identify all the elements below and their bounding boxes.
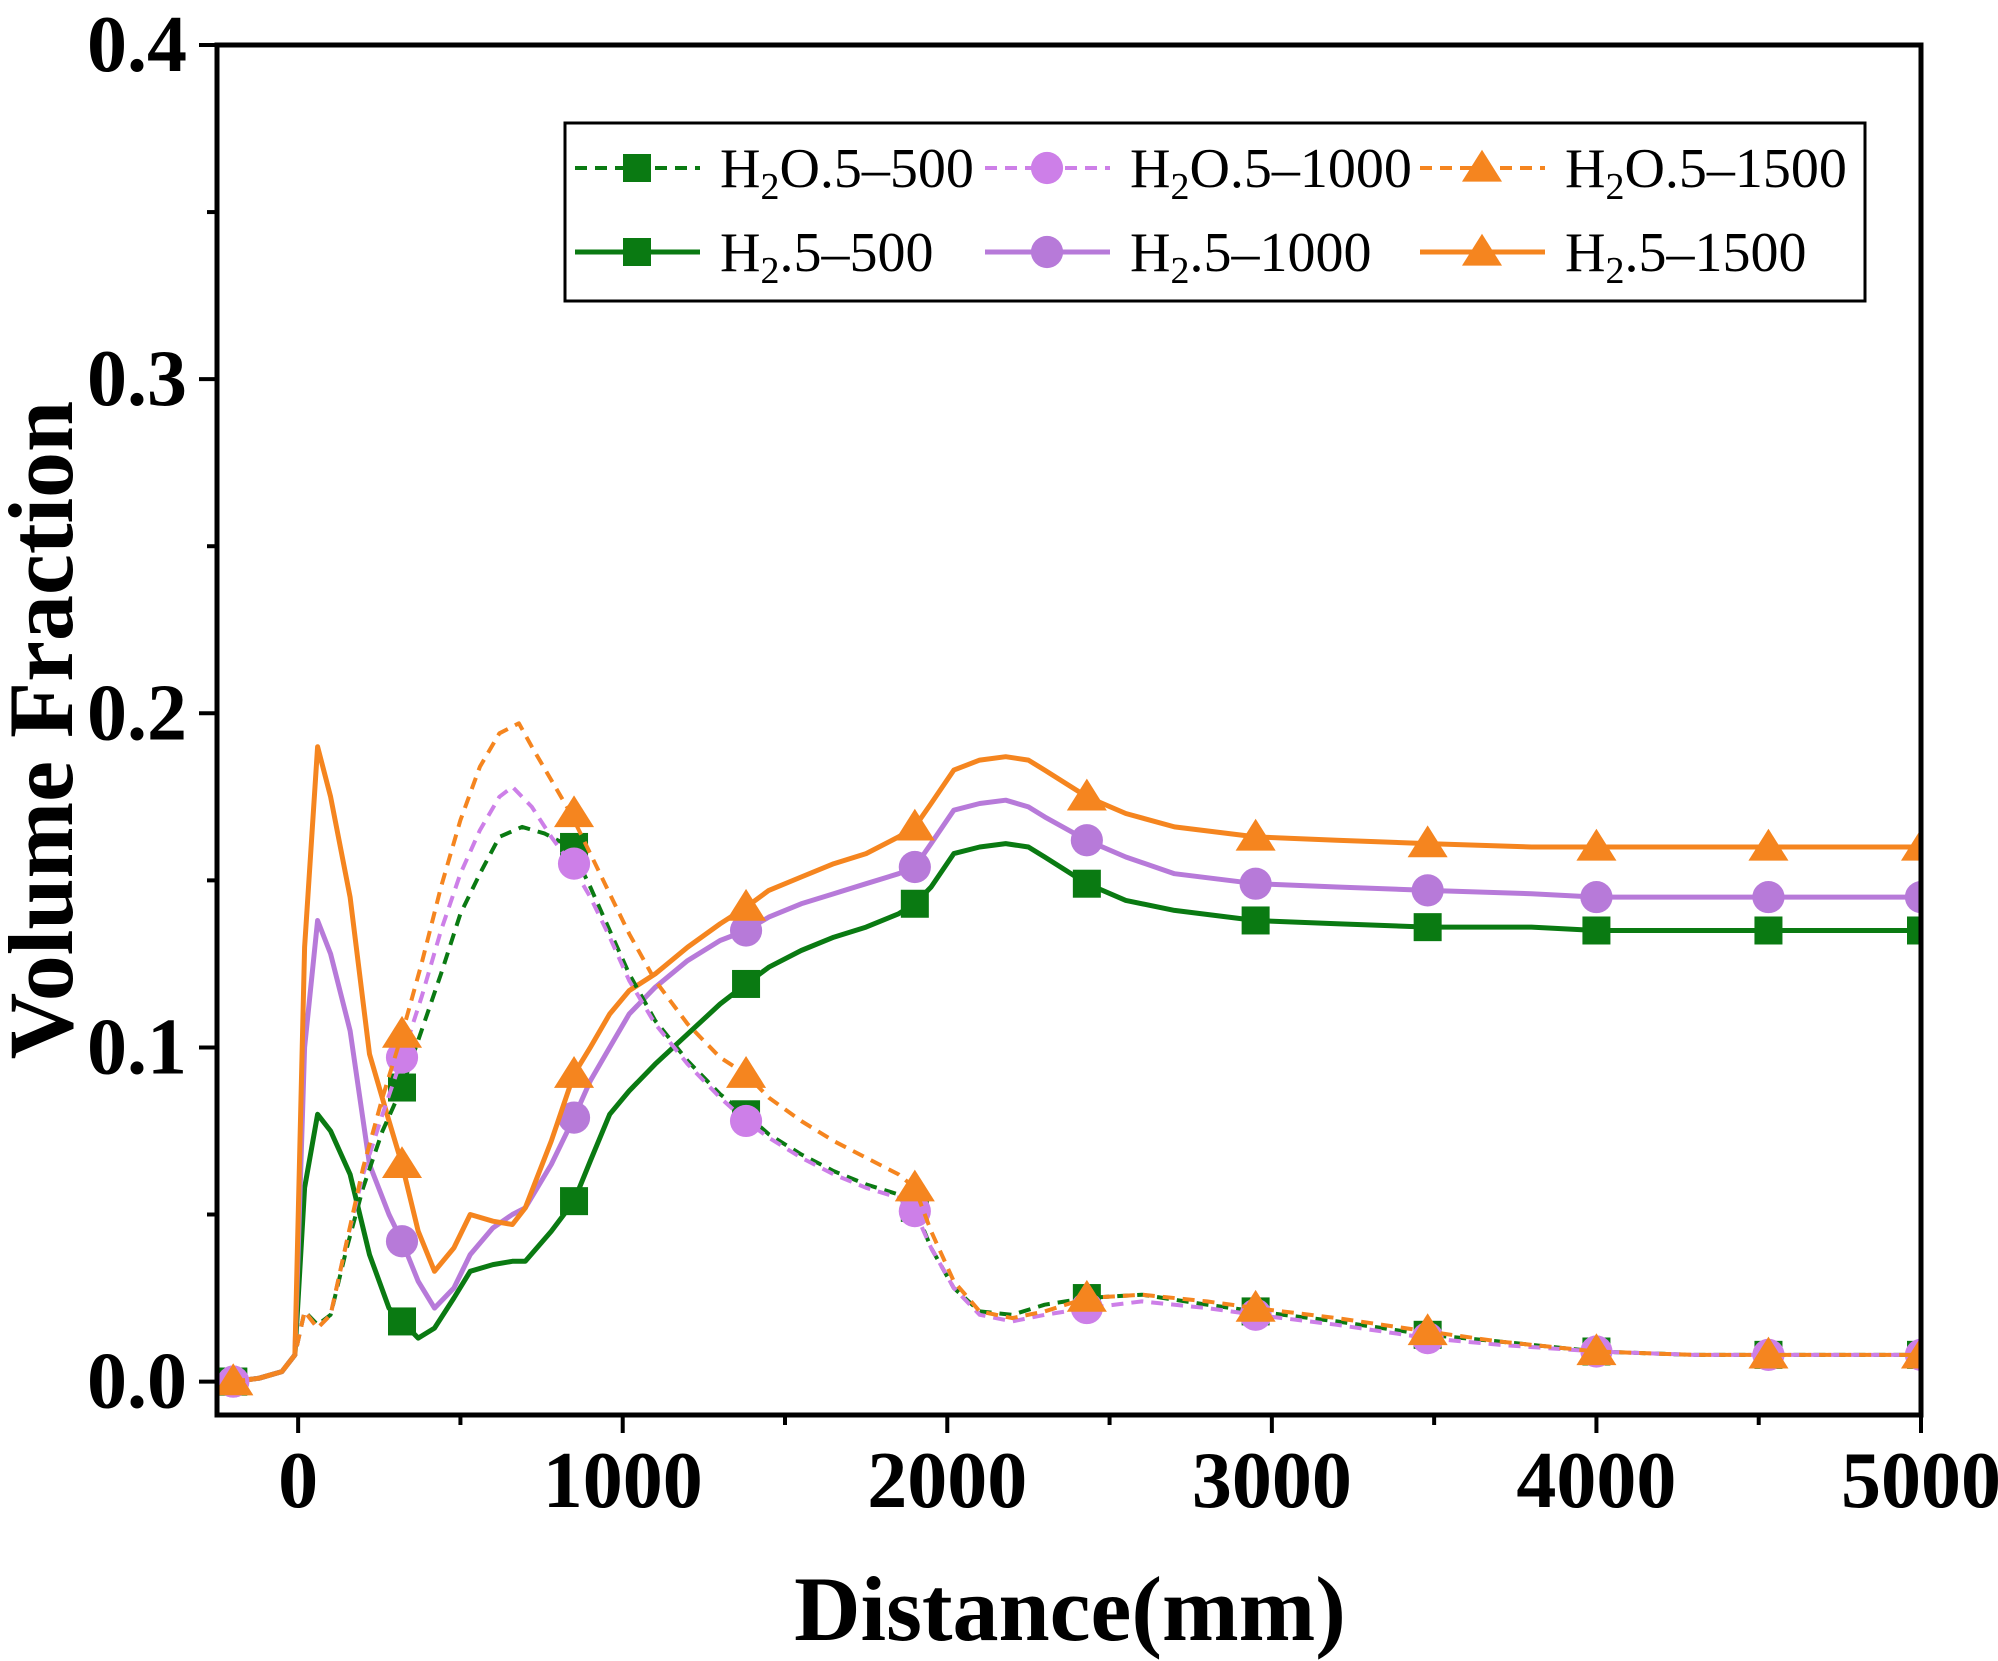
data-point (1235, 1289, 1276, 1322)
data-point (560, 1187, 589, 1216)
series-H2O.5-1500 (217, 721, 1921, 1396)
data-point (1241, 906, 1270, 935)
legend-label: H2.5–1000 (1130, 222, 1371, 292)
data-point (557, 1101, 591, 1134)
data-point (217, 1363, 254, 1396)
data-point (900, 889, 929, 918)
x-tick-label: 0 (278, 1437, 318, 1525)
y-axis-title: Volume Fraction (0, 401, 92, 1059)
data-point (894, 808, 935, 841)
legend-label: H2O.5–500 (720, 138, 974, 208)
data-point (554, 795, 595, 828)
x-tick-label: 5000 (1841, 1437, 1998, 1525)
legend-item-H2.5-1500: H2.5–1500 (1420, 222, 1806, 292)
data-point (729, 914, 763, 947)
data-point (1580, 880, 1613, 914)
series-H2.5-500 (219, 841, 1921, 1396)
data-point (1576, 1333, 1617, 1366)
series-line (232, 841, 1921, 1385)
data-point (726, 1055, 767, 1088)
x-tick-label: 3000 (1192, 1437, 1352, 1525)
data-point (1239, 867, 1272, 900)
data-point (1576, 828, 1617, 861)
legend-label: H2O.5–1500 (1565, 138, 1847, 208)
data-point (732, 969, 761, 998)
data-point (385, 1225, 419, 1258)
data-point (1407, 825, 1448, 858)
legend-marker (623, 154, 651, 182)
legend-marker (1461, 149, 1503, 182)
data-point (381, 1146, 423, 1179)
data-point (1070, 824, 1103, 857)
series-line (232, 784, 1921, 1384)
data-point (1900, 828, 1921, 861)
legend-item-H2O.5-1000: H2O.5–1000 (985, 138, 1412, 208)
data-point (381, 1015, 423, 1048)
data-point (554, 1055, 595, 1088)
data-point (1411, 874, 1444, 907)
legend: H2O.5–500 H2O.5–1000 H2O.5–1500 H2.5–500 H2.… (563, 121, 1867, 303)
legend-item-H2O.5-500: H2O.5–500 (575, 138, 974, 208)
data-point (1900, 1336, 1921, 1369)
data-point (1066, 778, 1107, 811)
data-point (729, 1104, 763, 1138)
legend-marker (1030, 235, 1064, 269)
data-point (894, 1169, 935, 1202)
data-point (1748, 1336, 1789, 1369)
series-line (232, 797, 1921, 1385)
y-tick-label: 0.4 (87, 1, 187, 89)
data-point (1072, 869, 1101, 898)
data-point (1754, 916, 1783, 945)
legend-marker (1030, 151, 1064, 185)
data-point (1235, 818, 1276, 851)
plot-frame (214, 42, 1924, 1418)
y-tick-label: 0.3 (87, 335, 187, 423)
data-point (557, 847, 591, 880)
series-line (232, 721, 1921, 1384)
data-point (898, 1195, 931, 1228)
x-tick-label: 1000 (543, 1437, 703, 1525)
data-point (1413, 913, 1442, 942)
legend-marker (1461, 233, 1503, 266)
x-tick-label: 2000 (867, 1437, 1027, 1525)
data-point (1407, 1313, 1448, 1346)
x-tick-label: 4000 (1516, 1437, 1676, 1525)
data-point (385, 1041, 419, 1074)
data-point (726, 888, 767, 921)
legend-marker (623, 238, 651, 266)
legend-label: H2.5–1500 (1565, 222, 1806, 292)
y-tick-label: 0.2 (87, 669, 187, 757)
legend-label: H2O.5–1000 (1130, 138, 1412, 208)
legend-item-H2.5-500: H2.5–500 (575, 222, 933, 292)
data-point (1904, 880, 1921, 914)
series-H2.5-1000 (217, 797, 1921, 1398)
axis-ticks: 0 1000 2000 3000 4000 5000 0.0 0.1 0.2 0.3 0.4 (87, 1, 1998, 1525)
legend-item-H2O.5-1500: H2O.5–1500 (1420, 138, 1847, 208)
y-tick-label: 0.1 (87, 1003, 187, 1091)
data-point (1066, 1279, 1107, 1312)
data-point (1748, 828, 1789, 861)
data-point (1907, 916, 1921, 945)
data-point (898, 850, 931, 884)
series-layer (217, 721, 1921, 1398)
x-axis-title: Distance(mm) (794, 1558, 1346, 1660)
plot-area (214, 42, 1924, 1418)
series-line (232, 744, 1921, 1385)
data-point (388, 1307, 417, 1336)
y-tick-label: 0.0 (87, 1338, 187, 1426)
data-point (1752, 880, 1785, 914)
legend-box (563, 121, 1867, 303)
data-point (1582, 916, 1611, 945)
legend-label: H2.5–500 (720, 222, 933, 292)
legend-item-H2.5-1000: H2.5–1000 (985, 222, 1371, 292)
series-line (232, 824, 1921, 1384)
series-H2.5-1500 (217, 744, 1921, 1396)
